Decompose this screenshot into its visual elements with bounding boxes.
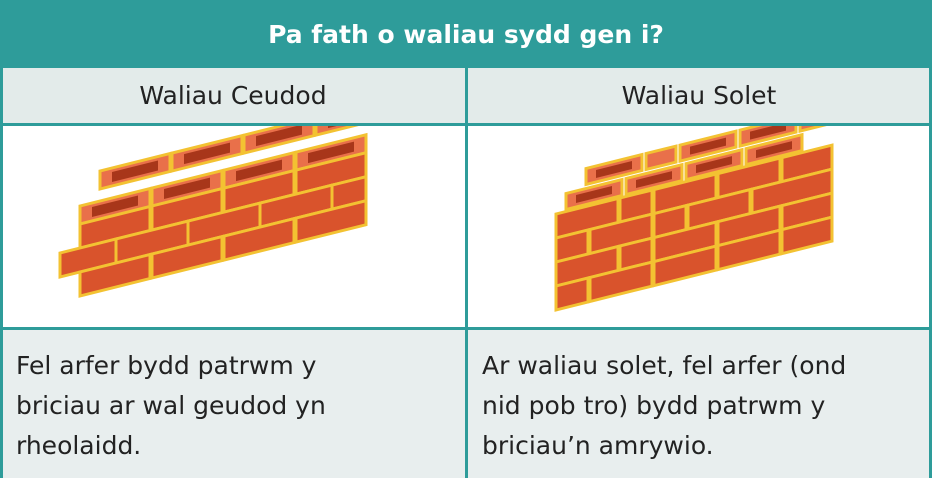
table-border — [0, 68, 3, 478]
table-border — [929, 68, 932, 478]
image-cell — [0, 97, 466, 330]
cavity-wall-illustration — [58, 97, 388, 298]
image-cell — [466, 105, 932, 330]
description-cell: Fel arfer bydd patrwm y briciau ar wal g… — [0, 330, 466, 478]
text-line: rheolaidd. — [16, 431, 142, 460]
text-line: nid pob tro) bydd patrwm y — [482, 391, 826, 420]
column-header: Waliau Ceudod — [0, 68, 466, 126]
column-divider — [465, 68, 468, 478]
table-title: Pa fath o waliau sydd gen i? — [0, 0, 932, 68]
solid-wall-illustration — [554, 105, 834, 312]
text-line: briciau’n amrywio. — [482, 431, 714, 460]
column-header: Waliau Solet — [466, 68, 932, 126]
text-line: Ar waliau solet, fel arfer (ond — [482, 351, 847, 380]
description-cell: Ar waliau solet, fel arfer (ond nid pob … — [466, 330, 932, 478]
text-line: Fel arfer bydd patrwm y — [16, 351, 317, 380]
text-line: briciau ar wal geudod yn — [16, 391, 326, 420]
